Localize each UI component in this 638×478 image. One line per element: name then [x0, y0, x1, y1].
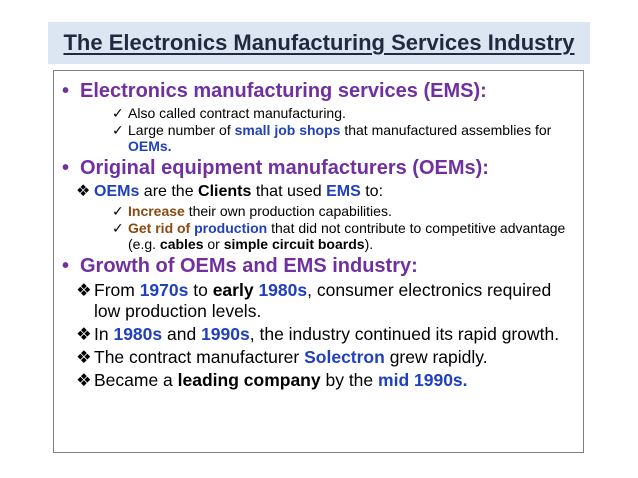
page-title: The Electronics Manufacturing Services I… — [63, 30, 575, 55]
sub-item: ❖ From 1970s to early 1980s, consumer el… — [76, 280, 552, 321]
sub-item: ❖ In 1980s and 1990s, the industry conti… — [76, 324, 560, 344]
diamond-icon: ❖ — [76, 347, 92, 367]
section-heading-oem: • Original equipment manufacturers (OEMs… — [62, 157, 489, 179]
bullet-icon: • — [62, 80, 70, 102]
diamond-icon: ❖ — [76, 370, 92, 390]
diamond-icon: ❖ — [76, 183, 91, 200]
check-icon: ✓ — [112, 105, 124, 121]
check-icon: ✓ — [112, 203, 124, 219]
sub-item: ❖ OEMs are the Clients that used EMS to: — [76, 183, 384, 200]
check-icon: ✓ — [112, 220, 124, 236]
list-item: ✓ Get rid of production that did not con… — [112, 220, 566, 252]
diamond-icon: ❖ — [76, 324, 92, 344]
title-bar: The Electronics Manufacturing Services I… — [48, 22, 590, 64]
content-box: • Electronics manufacturing services (EM… — [53, 70, 584, 453]
list-item: ✓ Increase their own production capabili… — [112, 203, 392, 219]
bullet-icon: • — [62, 255, 70, 277]
sub-item: ❖ The contract manufacturer Solectron gr… — [76, 347, 488, 367]
bullet-icon: • — [62, 157, 70, 179]
list-item: ✓ Large number of small job shops that m… — [112, 122, 552, 154]
section-heading-ems: • Electronics manufacturing services (EM… — [62, 80, 487, 102]
list-item: ✓ Also called contract manufacturing. — [112, 105, 346, 121]
diamond-icon: ❖ — [76, 280, 92, 300]
sub-item: ❖ Became a leading company by the mid 19… — [76, 370, 468, 390]
section-heading-growth: • Growth of OEMs and EMS industry: — [62, 255, 418, 277]
check-icon: ✓ — [112, 122, 124, 138]
